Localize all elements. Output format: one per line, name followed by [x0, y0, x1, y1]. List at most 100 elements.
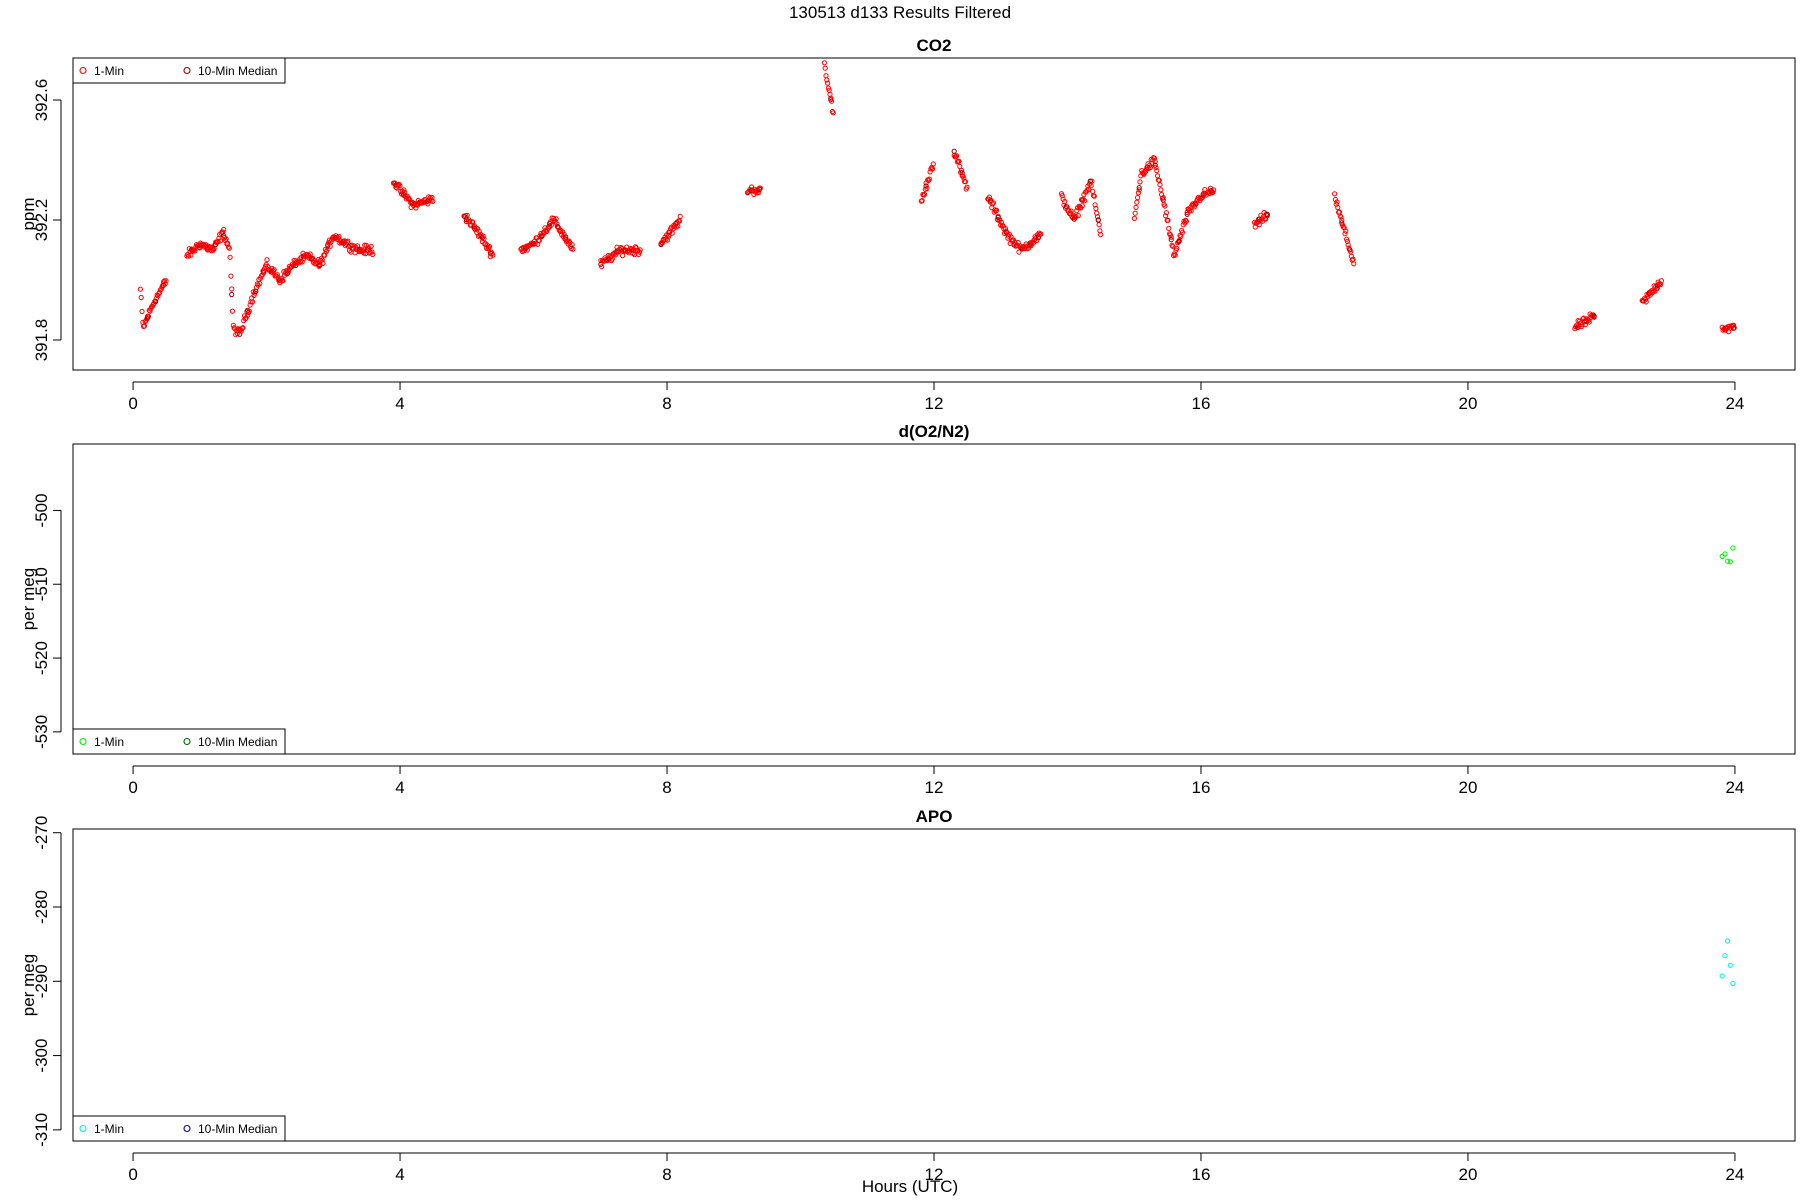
- point-1min: [990, 201, 996, 207]
- point-1min: [1342, 231, 1348, 237]
- point-1min: [1730, 322, 1737, 328]
- point-1min: [1157, 182, 1163, 188]
- point-1min: [994, 207, 1000, 213]
- point-1min: [246, 308, 252, 314]
- point-1min: [1154, 168, 1160, 174]
- point-1min: [829, 98, 835, 104]
- y-tick-label: 392.2: [32, 199, 51, 242]
- point-1min: [223, 236, 229, 242]
- point-1min: [430, 198, 436, 204]
- legend-label-median: 10-Min Median: [198, 1122, 277, 1136]
- y-axis-label: per meg: [19, 954, 38, 1016]
- point-1min: [620, 253, 626, 259]
- x-tick-label: 20: [1458, 778, 1477, 797]
- point-1min: [228, 273, 234, 279]
- point-1min: [1168, 234, 1174, 240]
- point-1min: [1179, 229, 1186, 235]
- x-tick-label: 12: [925, 394, 944, 413]
- point-1min: [162, 281, 168, 287]
- point-1min: [1211, 187, 1217, 193]
- point-1min: [227, 254, 233, 260]
- point-median: [1095, 217, 1101, 223]
- point-1min: [464, 212, 470, 218]
- point-1min: [226, 245, 232, 251]
- x-tick-label: 0: [128, 394, 137, 413]
- point-1min: [319, 257, 325, 263]
- point-1min: [344, 239, 350, 245]
- legend-label-1min: 1-Min: [94, 735, 124, 749]
- point-1min: [138, 294, 144, 301]
- point-1min: [1169, 242, 1175, 248]
- point-1min: [990, 200, 997, 206]
- point-1min: [1075, 213, 1081, 219]
- y-tick-label: 391.8: [32, 319, 51, 362]
- point-1min: [609, 256, 615, 262]
- x-tick-label: 16: [1192, 778, 1211, 797]
- legend-box: [72, 57, 286, 84]
- point-1min: [930, 161, 936, 167]
- point-median: [923, 183, 929, 189]
- point-1min: [822, 65, 828, 71]
- point-1min: [536, 237, 542, 243]
- y-tick-label: -520: [32, 641, 51, 675]
- point-1min: [1137, 179, 1143, 185]
- y-tick-label: 392.6: [32, 79, 51, 122]
- legend-box: [72, 728, 286, 755]
- point-1min: [1256, 222, 1262, 228]
- point-1min: [369, 249, 375, 255]
- point-1min: [1174, 245, 1180, 252]
- point-1min: [1073, 213, 1079, 220]
- point-1min: [637, 247, 643, 253]
- x-tick-label: 4: [395, 778, 404, 797]
- point-1min: [924, 185, 930, 192]
- legend: 1-Min 10-Min Median: [72, 728, 286, 755]
- point-1min: [1133, 204, 1139, 210]
- point-1min: [1338, 214, 1344, 220]
- point-1min: [1152, 159, 1158, 165]
- point-1min: [487, 244, 493, 250]
- point-1min: [247, 302, 253, 308]
- y-tick-label: -280: [32, 890, 51, 924]
- point-1min: [956, 158, 962, 164]
- legend: 1-Min 10-Min Median: [72, 1115, 286, 1142]
- point-1min: [1091, 193, 1097, 199]
- legend-marker-1min: [79, 737, 87, 746]
- point-1min: [1725, 938, 1731, 944]
- point-1min: [1183, 217, 1189, 223]
- point-1min: [401, 187, 407, 193]
- point-1min: [1339, 217, 1345, 223]
- point-1min: [354, 243, 361, 249]
- plot-frame: [72, 443, 1796, 755]
- point-1min: [1163, 213, 1169, 219]
- y-tick-label: -300: [32, 1039, 51, 1073]
- point-1min: [1096, 222, 1102, 228]
- point-1min: [1136, 187, 1142, 193]
- point-1min: [1183, 218, 1190, 224]
- point-1min: [1719, 553, 1725, 560]
- point-1min: [240, 325, 246, 331]
- x-axis-label: Hours (UTC): [862, 1177, 958, 1196]
- x-tick-label: 8: [662, 394, 671, 413]
- point-1min: [553, 216, 559, 222]
- scatter-points: [1719, 545, 1736, 565]
- point-median: [261, 268, 267, 274]
- point-1min: [1586, 319, 1592, 325]
- point-1min: [480, 233, 486, 239]
- legend-label-1min: 1-Min: [94, 64, 124, 78]
- point-1min: [486, 245, 492, 251]
- legend-marker-1min: [79, 66, 87, 75]
- legend-box: [72, 1115, 286, 1142]
- point-1min: [324, 247, 330, 253]
- x-tick-label: 24: [1725, 778, 1744, 797]
- point-1min: [1344, 238, 1351, 244]
- point-1min: [964, 184, 970, 190]
- x-tick-label: 16: [1192, 1165, 1211, 1184]
- x-tick-label: 8: [662, 778, 671, 797]
- point-1min: [929, 166, 936, 172]
- point-1min: [675, 223, 681, 229]
- legend: 1-Min 10-Min Median: [72, 57, 286, 84]
- point-1min: [257, 280, 263, 287]
- panel-title: CO2: [917, 36, 952, 55]
- point-1min: [1731, 325, 1737, 331]
